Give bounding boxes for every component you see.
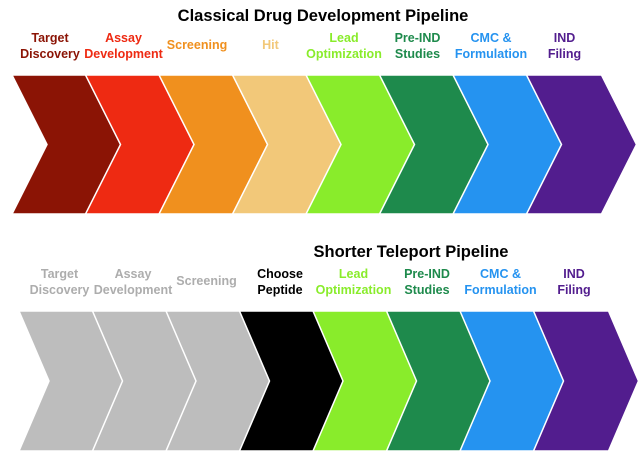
classical-stage-8-label-1: IND — [554, 31, 576, 45]
teleport-stage-7-label-2: Formulation — [464, 283, 536, 297]
classical-stage-5-label-1: Lead — [329, 31, 358, 45]
classical-stage-1-label-1: Target — [31, 31, 69, 45]
classical-stage-5-label-2: Optimization — [306, 47, 382, 61]
teleport-stage-7-label-1: CMC & — [480, 267, 521, 281]
teleport-stage-5-label-2: Optimization — [316, 283, 392, 297]
teleport-chevron-8 — [532, 310, 640, 451]
teleport-stage-1-label-2: Discovery — [30, 283, 90, 297]
teleport-stage-1-label-1: Target — [41, 267, 79, 281]
teleport-stage-8-label-2: Filing — [557, 283, 590, 297]
classical-stage-4-label-1: Hit — [262, 38, 280, 52]
teleport-stage-8-label-1: IND — [563, 267, 585, 281]
classical-stage-1-label-2: Discovery — [20, 47, 80, 61]
classical-stage-3-label-1: Screening — [167, 38, 227, 52]
teleport-stage-2-label-2: Development — [94, 283, 173, 297]
teleport-stage-6-label-2: Studies — [404, 283, 449, 297]
teleport-stage-4-label-1: Choose — [257, 267, 303, 281]
classical-stage-2-label-2: Development — [84, 47, 163, 61]
teleport-pipeline-row: Target Discovery Assay DevelopmentScreening… — [17, 267, 640, 451]
teleport-pipeline-title: Shorter Teleport Pipeline — [314, 243, 509, 261]
teleport-stage-5-label-1: Lead — [339, 267, 368, 281]
classical-stage-2-label-1: Assay — [105, 31, 142, 45]
classical-stage-7-label-2: Formulation — [455, 47, 527, 61]
teleport-stage-3-label-1: Screening — [176, 274, 236, 288]
classical-pipeline-row: Target Discovery Assay Development Screening… — [10, 31, 638, 215]
classical-stage-6-label-1: Pre-IND — [395, 31, 441, 45]
classical-stage-6-label-2: Studies — [395, 47, 440, 61]
teleport-stage-4-label-2: Peptide — [257, 283, 302, 297]
classical-stage-7-label-1: CMC & — [471, 31, 512, 45]
teleport-stage-6-label-1: Pre-IND — [404, 267, 450, 281]
teleport-stage-2-label-1: Assay — [115, 267, 152, 281]
classical-pipeline-title: Classical Drug Development Pipeline — [178, 7, 469, 25]
classical-stage-8-label-2: Filing — [548, 47, 581, 61]
classical-chevron-8 — [525, 74, 638, 215]
